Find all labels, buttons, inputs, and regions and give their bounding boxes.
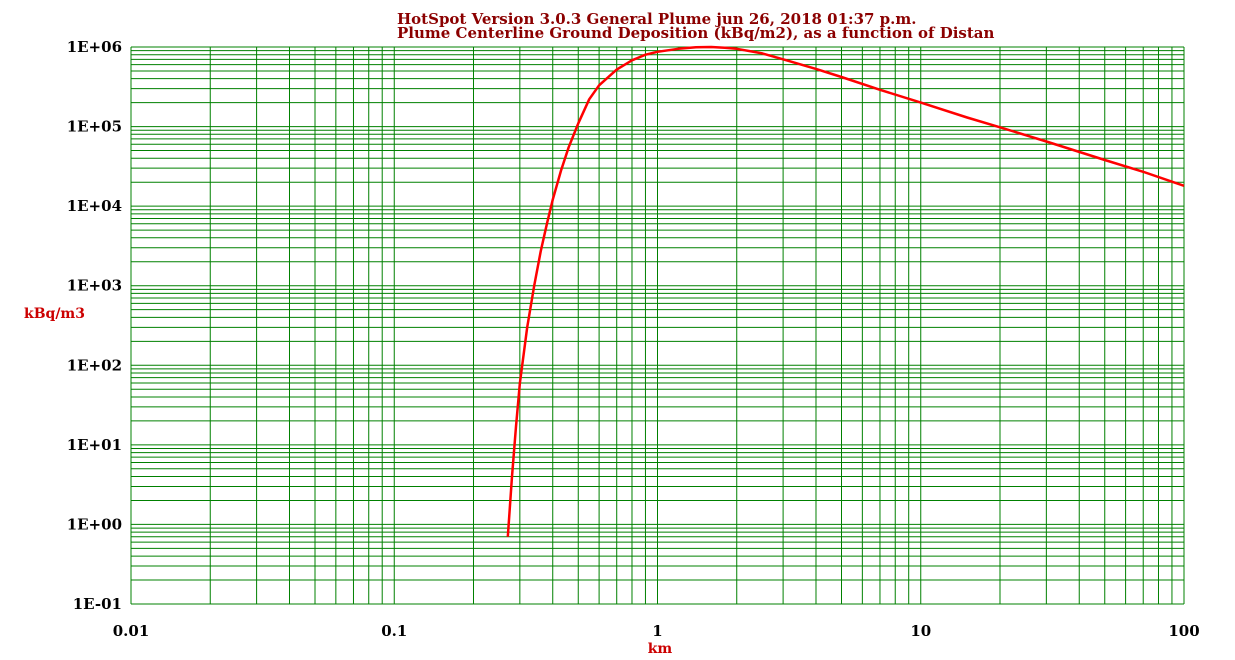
x-axis-label: km bbox=[648, 641, 673, 657]
series-line bbox=[506, 45, 1185, 537]
y-axis-label: kBq/m3 bbox=[24, 306, 85, 322]
y-tick-label: 1E-01 bbox=[73, 595, 122, 613]
curve-layer bbox=[506, 45, 1185, 537]
y-tick-label: 1E+02 bbox=[67, 356, 122, 374]
tick-labels: 0.01 0.1 1 10 100 1E-01 1E+00 1E+01 1E+02 1E+03 1E… bbox=[67, 38, 1200, 640]
x-tick-label: 100 bbox=[1168, 622, 1199, 640]
x-tick-label: 0.01 bbox=[113, 622, 150, 640]
y-tick-label: 1E+01 bbox=[67, 436, 122, 454]
y-tick-label: 1E+06 bbox=[67, 38, 122, 56]
chart-title-line2: Plume Centerline Ground Deposition (kBq/… bbox=[397, 24, 994, 42]
x-tick-label: 10 bbox=[910, 622, 931, 640]
x-tick-label: 1 bbox=[652, 622, 662, 640]
grid-lines bbox=[130, 46, 1185, 605]
y-tick-label: 1E+05 bbox=[67, 118, 122, 136]
y-tick-label: 1E+00 bbox=[67, 515, 122, 533]
x-tick-label: 0.1 bbox=[381, 622, 407, 640]
y-tick-label: 1E+03 bbox=[67, 277, 122, 295]
y-tick-label: 1E+04 bbox=[67, 197, 122, 215]
chart-title-line1: HotSpot Version 3.0.3 General Plume jun … bbox=[397, 10, 916, 28]
